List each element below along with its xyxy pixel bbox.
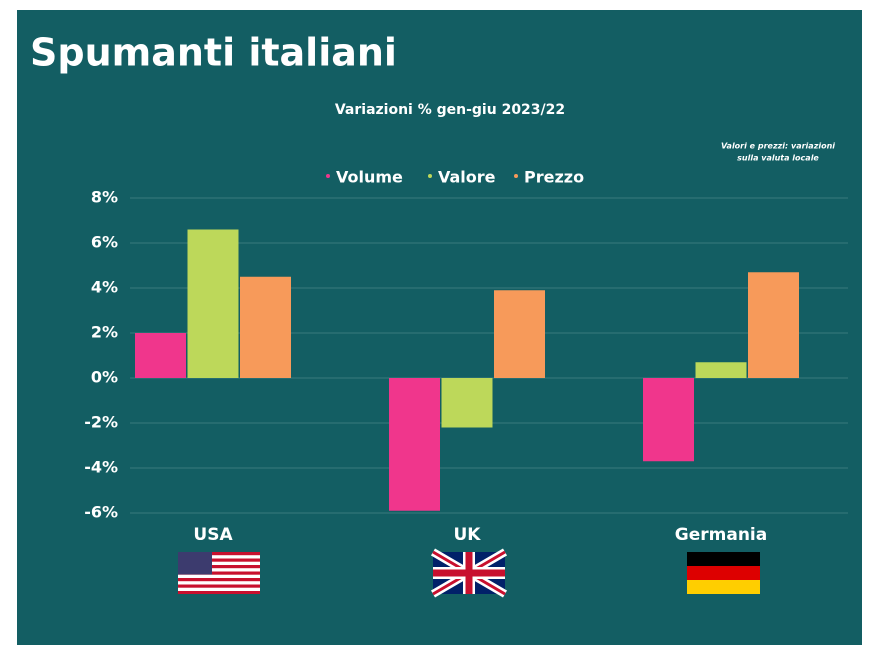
x-tick-label: Germania (675, 525, 767, 545)
bar (441, 378, 493, 428)
x-tick-label: USA (193, 525, 233, 545)
bar (494, 290, 545, 378)
bar (135, 333, 186, 378)
legend-marker (514, 174, 518, 178)
panel (17, 10, 862, 645)
bar (643, 378, 694, 462)
legend-label: Volume (336, 168, 403, 187)
annotation: Valori e prezzi: variazioni (721, 142, 835, 151)
flag-uk (430, 548, 508, 598)
bar (695, 362, 747, 378)
legend-label: Prezzo (524, 168, 584, 187)
y-tick-label: 0% (91, 368, 118, 387)
flag-germany (687, 552, 760, 594)
bar (187, 229, 239, 378)
y-tick-label: -6% (84, 503, 118, 522)
y-tick-label: -2% (84, 413, 118, 432)
y-tick-label: 4% (91, 278, 118, 297)
bar (240, 276, 291, 378)
y-tick-label: 8% (91, 188, 118, 207)
annotation: sulla valuta locale (737, 154, 819, 163)
legend-marker (428, 174, 432, 178)
flag-usa (178, 552, 260, 594)
y-tick-label: 2% (91, 323, 118, 342)
y-tick-label: 6% (91, 233, 118, 252)
legend-label: Valore (438, 168, 496, 187)
x-tick-label: UK (454, 525, 482, 545)
y-tick-label: -4% (84, 458, 118, 477)
bar (389, 378, 440, 511)
legend-marker (326, 174, 330, 178)
chart-title: Spumanti italiani (30, 31, 397, 75)
chart-subtitle: Variazioni % gen-giu 2023/22 (335, 102, 565, 118)
bar (748, 272, 799, 378)
